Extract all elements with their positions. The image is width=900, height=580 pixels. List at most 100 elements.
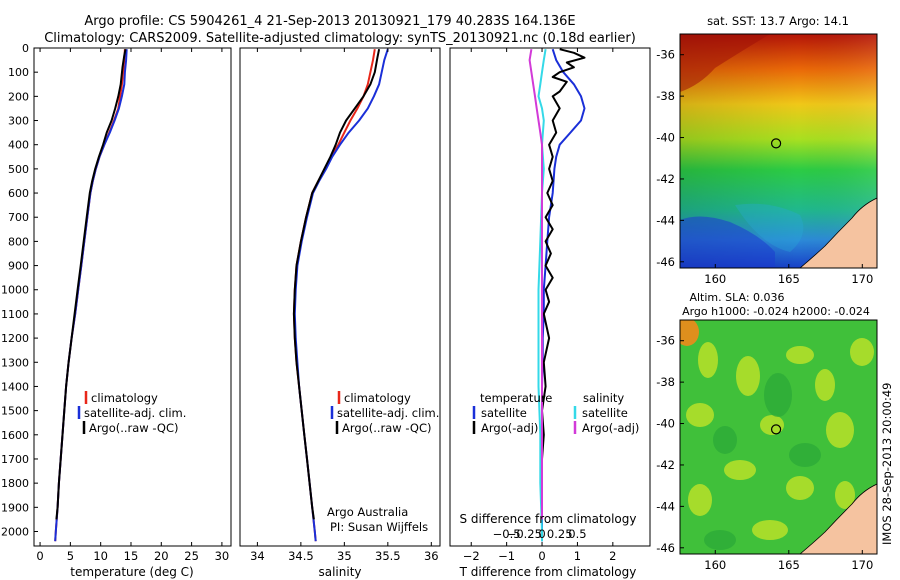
series-line-argo-raw-qc- xyxy=(292,49,381,520)
figure-subtitle: Climatology: CARS2009. Satellite-adjuste… xyxy=(44,31,636,46)
depth-tick-label: 500 xyxy=(8,163,29,176)
lat-tick-label: -44 xyxy=(656,213,675,227)
depth-tick-label: 1600 xyxy=(1,429,29,442)
depth-tick-label: 1400 xyxy=(1,380,29,393)
depth-tick-label: 1000 xyxy=(1,284,29,297)
sla-high-blob xyxy=(724,460,756,480)
sla-map-axes: 160 165 170 -36 -38 -40 -42 -44 -46 xyxy=(656,334,873,572)
sst-float-marker xyxy=(770,138,782,149)
temperature-x-axis: 0 5 10 15 20 25 30 xyxy=(36,48,229,563)
sst-warm-core xyxy=(680,34,770,92)
s-difference-tick-label: −0.25 xyxy=(507,527,542,541)
sla-float-marker xyxy=(770,424,782,435)
lat-tick-label: -42 xyxy=(656,458,675,472)
sst-map-axes: 160 165 170 -36 -38 -40 -42 -44 -46 xyxy=(656,48,873,286)
depth-tick-label: 1500 xyxy=(1,405,29,418)
sla-low-blob xyxy=(713,426,737,454)
sst-map: sat. SST: 13.7 Argo: 14.1 160 165 170 -36 -3… xyxy=(656,14,878,286)
lon-tick-label: 160 xyxy=(704,558,726,572)
temperature-axis-label: temperature (deg C) xyxy=(70,565,193,579)
depth-tick-label: 1200 xyxy=(1,332,29,345)
sla-low-blob xyxy=(764,373,792,417)
difference-panel xyxy=(449,47,651,547)
salinity-axis-label: salinity xyxy=(318,565,361,579)
legend-label-climatology: climatology xyxy=(344,391,411,405)
sst-map-frame xyxy=(679,33,878,269)
sla-high-blob xyxy=(752,520,788,540)
timestamp-stamp: IMOS 28-Sep-2013 20:00:49 xyxy=(880,383,894,546)
sst-cold-patch xyxy=(680,216,775,268)
legend-label-climatology: climatology xyxy=(91,391,158,405)
lat-tick-label: -38 xyxy=(656,89,675,103)
sla-low-blob xyxy=(789,443,821,467)
legend-label-argo: Argo(..raw -QC) xyxy=(89,421,179,435)
x-tick-label: 20 xyxy=(154,549,169,563)
sst-cool-patch xyxy=(735,203,804,252)
x-tick-label: 0 xyxy=(36,549,43,563)
salinity-x-axis: 34 34.5 35 35.5 36 xyxy=(250,48,439,563)
x-tick-label: 2 xyxy=(609,549,616,563)
s-difference-axis-label: S difference from climatology xyxy=(460,512,637,526)
salinity-annotation: Argo Australia PI: Susan Wijffels xyxy=(327,505,428,534)
difference-legend: temperature satellite Argo(-adj) salinit… xyxy=(472,391,639,435)
legend-label-s-argo: Argo(-adj) xyxy=(582,421,639,435)
legend-label-satellite: satellite-adj. clim. xyxy=(84,406,186,420)
sla-high-blob xyxy=(688,484,712,516)
sla-high-blob xyxy=(760,415,784,435)
temperature-panel xyxy=(33,47,232,547)
s-difference-tick-label: 0.25 xyxy=(547,527,573,541)
difference-x-axis: −2 −1 0 1 2 xyxy=(463,48,616,563)
lon-tick-label: 170 xyxy=(851,558,873,572)
legend-label-satellite: satellite-adj. clim. xyxy=(337,406,439,420)
annotation-line-1: Argo Australia xyxy=(327,505,408,519)
lat-tick-label: -46 xyxy=(656,255,675,269)
s-difference-tick-label: 0 xyxy=(538,527,545,541)
depth-tick-label: 2000 xyxy=(1,525,29,538)
x-tick-label: 30 xyxy=(215,549,230,563)
lon-tick-label: 170 xyxy=(851,272,873,286)
sla-anomaly-highs xyxy=(680,320,874,540)
x-tick-label: 10 xyxy=(93,549,108,563)
depth-tick-label: 900 xyxy=(8,260,29,273)
sst-map-title: sat. SST: 13.7 Argo: 14.1 xyxy=(707,14,849,28)
sla-high-blob xyxy=(826,412,854,448)
sla-land xyxy=(799,483,877,554)
lon-tick-label: 165 xyxy=(778,272,800,286)
depth-tick-label: 1100 xyxy=(1,308,29,321)
sla-high-blob xyxy=(815,369,835,401)
s-difference-tick-label: −0.5 xyxy=(493,527,521,541)
x-tick-label: 15 xyxy=(124,549,139,563)
depth-tick-label: 300 xyxy=(8,115,29,128)
sla-high-blob xyxy=(835,481,855,509)
x-tick-label: 34.5 xyxy=(288,549,314,563)
lat-tick-label: -40 xyxy=(656,417,675,431)
lat-tick-label: -38 xyxy=(656,375,675,389)
sla-anomaly-lows xyxy=(704,373,821,550)
depth-tick-label: 600 xyxy=(8,187,29,200)
sla-map-frame xyxy=(679,319,878,555)
lat-tick-label: -40 xyxy=(656,131,675,145)
lon-tick-label: 160 xyxy=(704,272,726,286)
difference-plot-frame xyxy=(449,47,651,547)
x-tick-label: 35 xyxy=(337,549,352,563)
depth-axis: 0 100 200 300 400 500 600 700 800 900 1000 1100 1200… xyxy=(1,42,38,538)
lat-tick-label: -44 xyxy=(656,499,675,513)
depth-tick-label: 1900 xyxy=(1,501,29,514)
annotation-line-2: PI: Susan Wijffels xyxy=(330,520,428,534)
sla-map: Altim. SLA: 0.036 Argo h1000: -0.024 h20… xyxy=(656,291,878,572)
sst-land xyxy=(799,197,877,268)
depth-tick-label: 0 xyxy=(22,42,29,55)
x-tick-label: 35.5 xyxy=(375,549,401,563)
sla-high-blob xyxy=(786,476,814,500)
series-line-argo-adj- xyxy=(528,49,543,520)
sla-high-blob xyxy=(686,403,714,427)
lat-tick-label: -36 xyxy=(656,48,675,62)
depth-tick-label: 400 xyxy=(8,139,29,152)
legend-title-temperature: temperature xyxy=(480,391,552,405)
series-line-argo-raw-qc- xyxy=(55,49,127,520)
x-tick-label: 36 xyxy=(424,549,439,563)
sla-high-blob xyxy=(698,342,718,378)
salinity-plot-frame xyxy=(239,47,441,547)
series-line-argo-adj- xyxy=(541,48,586,520)
